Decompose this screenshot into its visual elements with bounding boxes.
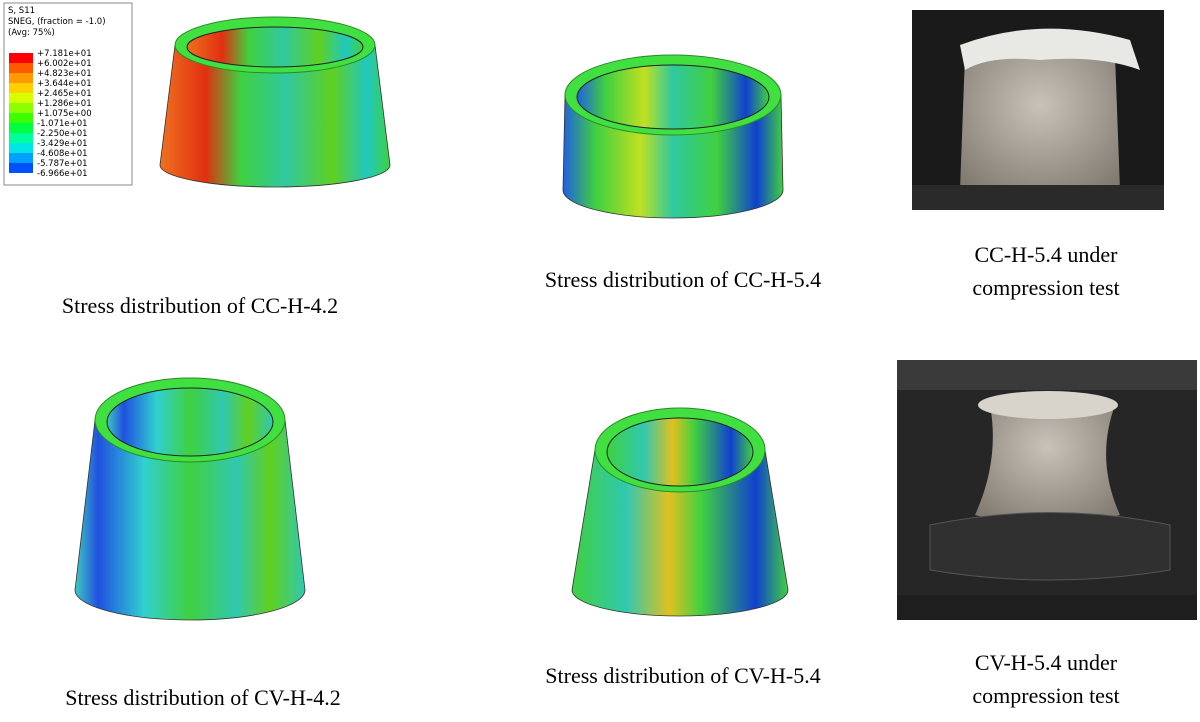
fe-model [159,16,391,188]
caption: compression test [972,683,1119,708]
caption: CV-H-5.4 under [975,650,1118,675]
legend-label: +6.002e+01 [37,59,92,69]
legend-label: -6.966e+01 [37,169,88,179]
legend-header: SNEG, (fraction = -1.0) [8,17,106,27]
legend-label: +1.286e+01 [37,99,92,109]
legend-swatch [9,63,33,73]
legend-label: -5.787e+01 [37,159,88,169]
fe-model [74,377,306,621]
fe-model [571,407,789,617]
model-side [159,44,391,188]
legend-label: +4.823e+01 [37,69,92,79]
legend-label: -3.429e+01 [37,139,88,149]
legend-label: -4.608e+01 [37,149,88,159]
legend-swatch [9,53,33,63]
legend-header: (Avg: 75%) [8,28,55,38]
legend-label: +3.644e+01 [37,79,92,89]
caption: Stress distribution of CV-H-5.4 [545,663,820,688]
model-inner [576,64,770,130]
model-inner [606,417,754,487]
legend-swatch [9,113,33,123]
model-side [571,449,789,617]
legend-swatch [9,73,33,83]
fe-model [562,54,784,219]
model-inner [186,26,364,68]
legend-label: +2.465e+01 [37,89,92,99]
fe-models [74,16,789,621]
legend-label: -1.071e+01 [37,119,88,129]
legend-label: +1.075e+00 [37,109,92,119]
legend-swatch [9,123,33,133]
model-inner [106,387,274,457]
captions: Stress distribution of CC-H-4.2 Stress di… [62,242,1120,710]
legend-swatch [9,163,33,173]
caption: Stress distribution of CC-H-5.4 [545,267,821,292]
legend-swatch [9,83,33,93]
legend-swatch [9,93,33,103]
caption: CC-H-5.4 under [975,242,1119,267]
caption: Stress distribution of CV-H-4.2 [65,685,340,710]
model-side [74,419,306,621]
photo-cc [912,10,1164,210]
legend-label: +7.181e+01 [37,49,92,59]
legend-label: -2.250e+01 [37,129,88,139]
photo-cv [897,360,1197,620]
legend-swatch [9,103,33,113]
legend-swatch [9,133,33,143]
legend-swatch [9,143,33,153]
legend-header: S, S11 [8,6,35,16]
caption: compression test [972,275,1119,300]
caption: Stress distribution of CC-H-4.2 [62,293,338,318]
legend-swatch [9,153,33,163]
